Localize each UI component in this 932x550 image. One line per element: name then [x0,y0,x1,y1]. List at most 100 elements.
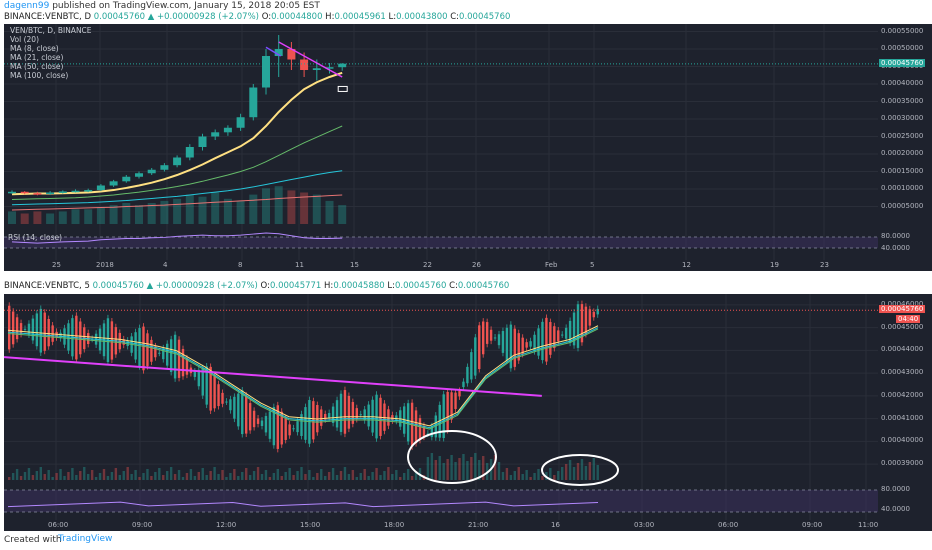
candle-body [135,173,143,177]
volume-bar [198,196,207,224]
volume-bar [114,468,118,480]
candle-body [20,191,29,194]
volume-bar [521,474,524,480]
volume-bar [8,477,11,480]
candle-body [331,406,335,423]
volume-bar [549,468,552,480]
daily-price-axis[interactable]: 0.000550000.000500000.000450000.00040000… [878,24,932,260]
low-value: 0.00043800 [396,12,448,22]
volume-bar [260,474,264,480]
candle-body [343,390,347,434]
volume-bar [553,475,556,480]
volume-bar [142,473,145,480]
volume-bar [197,472,200,480]
candle-body [327,413,331,419]
volume-bar [33,211,42,224]
volume-bar [501,472,505,480]
volume-bar [537,469,540,480]
candle-body [339,393,343,432]
volume-bar [312,194,321,224]
last-price-2: 0.00045760 [92,281,144,291]
candle-body [284,418,287,440]
volume-bar [185,194,194,224]
volume-bar [118,475,121,480]
candle-body [109,181,118,186]
publish-text: published on TradingView.com, January 15… [52,1,320,11]
volume-bar [343,467,347,480]
candle-body [23,328,27,330]
x-tick: 22 [423,261,432,269]
intraday-price-axis[interactable]: 0.00046000 0.00045000 0.00044000 0.00043000… [878,294,932,520]
volume-bar [75,475,78,480]
candle-body [537,328,540,356]
volume-bar [51,477,54,480]
volume-bar [147,203,156,224]
candle-body [300,59,309,70]
volume-bar [355,477,358,480]
candle-body [162,348,165,360]
volume-bar [529,477,532,480]
candle-body [193,371,197,377]
volume-bar [256,467,260,480]
candle-body [177,339,181,378]
ma-line [7,327,599,429]
x-tick: 19 [770,261,779,269]
volume-bar [236,200,245,224]
candle-body [501,331,505,353]
volume-bar [367,476,370,480]
candle-body [185,358,189,375]
volume-bar [325,200,334,224]
candle-body [462,381,465,388]
candle-body [426,433,430,435]
volume-bar [8,211,16,224]
y-tick: 0.00040000 [881,79,924,87]
y-tick: 0.00005000 [881,201,924,210]
daily-chart-panel[interactable]: VEN/BTC, D, BINANCE Vol (20) MA (8, close)… [4,24,878,260]
y-tick: 0.00025000 [881,131,924,140]
volume-bar [58,211,67,224]
candle-body [150,339,153,362]
created-with-text: Created with [4,535,62,545]
candle-body [205,366,208,405]
candle-body [564,327,568,339]
candle-body [160,165,169,170]
volume-bar [462,454,465,480]
x-tick: 18:00 [384,521,405,529]
volume-bar [272,473,276,480]
ma8-line [11,71,343,196]
intraday-chart-panel[interactable] [4,294,878,520]
volume-bar [84,209,93,224]
rsi-band [4,490,878,512]
drawn-box [337,85,348,92]
intraday-header: BINANCE:VENBTC, 5 0.00045760 ▲ +0.000009… [0,271,932,294]
y-tick: 0.00040000 [881,436,924,445]
candle-body [545,317,548,362]
volume-bar [482,456,485,480]
rsi-tick: 40.0000 [881,505,910,513]
volume-bar [201,468,204,480]
tradingview-logo[interactable]: TradingView [58,534,113,544]
ma-fast-line [7,325,599,427]
candle-body [237,393,240,427]
daily-chart-svg [4,24,878,260]
ma100-line [11,194,343,211]
ohlc-line-2: BINANCE:VENBTC, 5 0.00045760 ▲ +0.000009… [4,281,510,291]
volume-bar [509,475,513,480]
daily-time-axis[interactable]: 25 2018 4 8 11 15 22 26 Feb 5 12 19 23 [4,260,932,271]
drawn-line [265,46,282,57]
volume-bar [338,205,347,224]
author-link[interactable]: dagenn99 [4,1,50,11]
candle-body [482,321,485,355]
volume-bar [79,471,82,480]
x-tick: 21:00 [468,521,489,529]
volume-bar [20,213,29,224]
candle-body [422,425,426,437]
intraday-time-axis[interactable]: 06:00 09:00 12:00 15:00 18:00 21:00 16 03:00 06:… [4,520,932,531]
volume-bar [248,475,252,480]
rsi-band [4,237,878,248]
volume-bar [284,472,287,480]
candle-body [287,49,296,60]
volume-bar [308,470,311,480]
volume-bar [324,476,327,480]
volume-bar [450,455,453,480]
